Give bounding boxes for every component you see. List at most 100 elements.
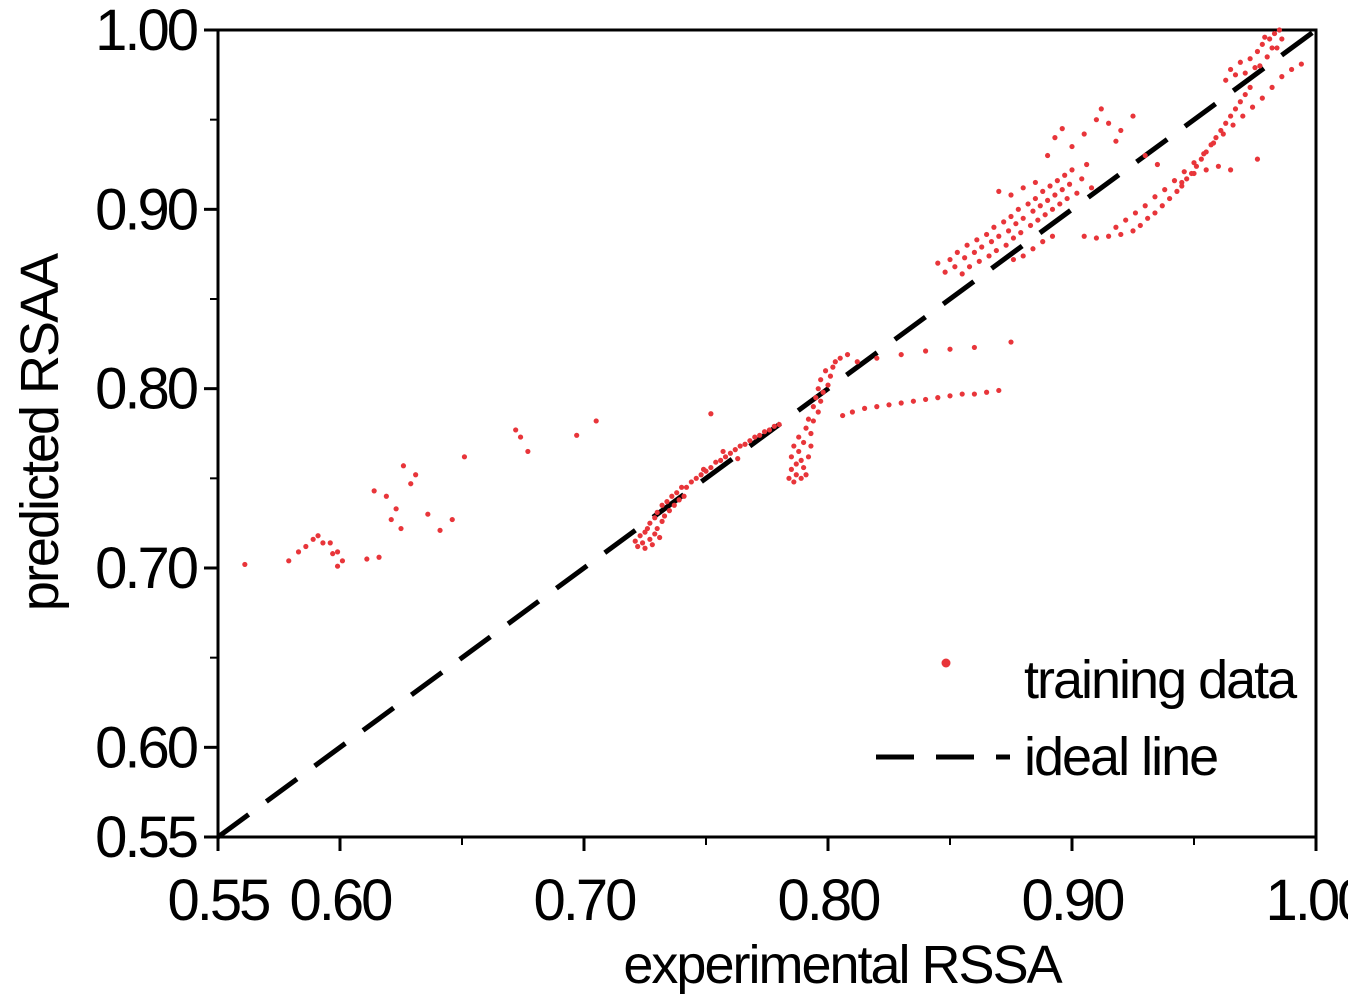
training-point — [1279, 36, 1285, 42]
y-tick-label: 0.60 — [95, 715, 197, 780]
training-point — [988, 239, 995, 245]
training-point — [947, 393, 953, 399]
training-point — [1228, 66, 1234, 73]
training-point — [1152, 210, 1158, 216]
training-point — [1267, 36, 1273, 42]
training-point — [1008, 192, 1014, 198]
training-point — [1154, 161, 1160, 168]
training-point — [1093, 117, 1099, 123]
training-point — [1013, 221, 1019, 227]
training-point — [971, 344, 978, 351]
training-point — [242, 561, 248, 568]
training-point — [996, 387, 1002, 394]
training-point — [874, 355, 880, 361]
training-point — [791, 443, 797, 449]
training-point — [1264, 54, 1270, 60]
training-point — [1279, 74, 1285, 80]
training-point — [1113, 138, 1119, 144]
training-point — [1174, 188, 1180, 194]
training-point — [1171, 178, 1178, 184]
training-point — [1242, 70, 1248, 76]
training-point — [996, 188, 1002, 194]
training-point — [1220, 131, 1226, 137]
training-point — [796, 448, 802, 455]
training-point — [413, 472, 419, 478]
training-point — [437, 527, 443, 533]
training-point — [986, 253, 992, 259]
training-point — [635, 543, 641, 550]
training-point — [1047, 183, 1053, 189]
training-point — [984, 231, 990, 238]
plot-area — [216, 27, 1318, 840]
training-point — [849, 409, 856, 415]
training-point — [1008, 339, 1014, 345]
training-point — [796, 434, 802, 440]
training-point — [742, 441, 748, 447]
training-point — [461, 454, 468, 460]
training-point — [974, 237, 980, 243]
legend-box — [828, 590, 1314, 800]
training-point — [1137, 222, 1143, 229]
training-point — [659, 502, 665, 508]
axis-layer: 0.55 0.60 0.70 0.80 0.90 1.00 0.55 0.60 0.70 0.80… — [95, 0, 1348, 933]
training-point — [708, 464, 714, 471]
training-point — [1123, 217, 1129, 223]
training-point — [1035, 217, 1041, 223]
training-point — [1018, 230, 1024, 236]
training-point — [1020, 253, 1026, 259]
training-point — [935, 395, 941, 401]
training-point — [1052, 192, 1058, 198]
x-tick-label: 0.60 — [290, 868, 392, 933]
x-axis-title: experimental RSSA — [623, 935, 1062, 995]
training-point — [1223, 120, 1229, 126]
training-point — [874, 404, 880, 410]
training-point — [671, 502, 677, 508]
training-point — [971, 249, 978, 255]
training-point — [1069, 143, 1075, 150]
training-point — [1030, 208, 1036, 214]
training-point — [803, 425, 809, 431]
training-point — [383, 493, 389, 499]
training-point — [910, 398, 917, 404]
x-tick-label: 0.80 — [778, 868, 880, 933]
training-point — [766, 427, 773, 433]
training-point — [639, 540, 646, 546]
training-point — [1037, 203, 1043, 209]
training-point — [683, 484, 690, 490]
training-point — [1228, 167, 1234, 173]
training-point — [964, 242, 970, 248]
y-axis-title: predicted RSAA — [10, 253, 70, 611]
training-point — [1020, 215, 1026, 221]
training-point — [818, 377, 824, 383]
y-tick-label: 0.55 — [95, 805, 197, 870]
y-tick-label: 1.00 — [95, 0, 197, 63]
training-point — [1074, 190, 1080, 196]
training-point — [637, 533, 643, 539]
plot-frame — [216, 28, 1318, 839]
training-point — [1106, 233, 1112, 239]
training-point — [1081, 233, 1087, 239]
training-point — [449, 516, 455, 523]
training-point — [1269, 45, 1275, 51]
training-point — [1254, 156, 1261, 162]
training-point — [1008, 213, 1014, 220]
training-point — [1167, 195, 1173, 202]
training-point — [1045, 197, 1051, 203]
training-point — [1232, 72, 1239, 78]
training-point — [805, 454, 812, 460]
training-point — [1015, 206, 1021, 212]
training-point — [727, 450, 734, 456]
training-point — [976, 258, 982, 264]
training-point — [286, 558, 292, 564]
training-point — [1262, 34, 1268, 40]
training-point — [959, 271, 965, 277]
training-point — [735, 456, 741, 462]
training-point — [923, 348, 929, 354]
training-point — [1247, 84, 1253, 90]
training-point — [810, 418, 816, 424]
training-point — [364, 556, 370, 562]
training-point — [1179, 183, 1185, 189]
training-point — [708, 411, 714, 417]
training-point — [1142, 203, 1148, 209]
